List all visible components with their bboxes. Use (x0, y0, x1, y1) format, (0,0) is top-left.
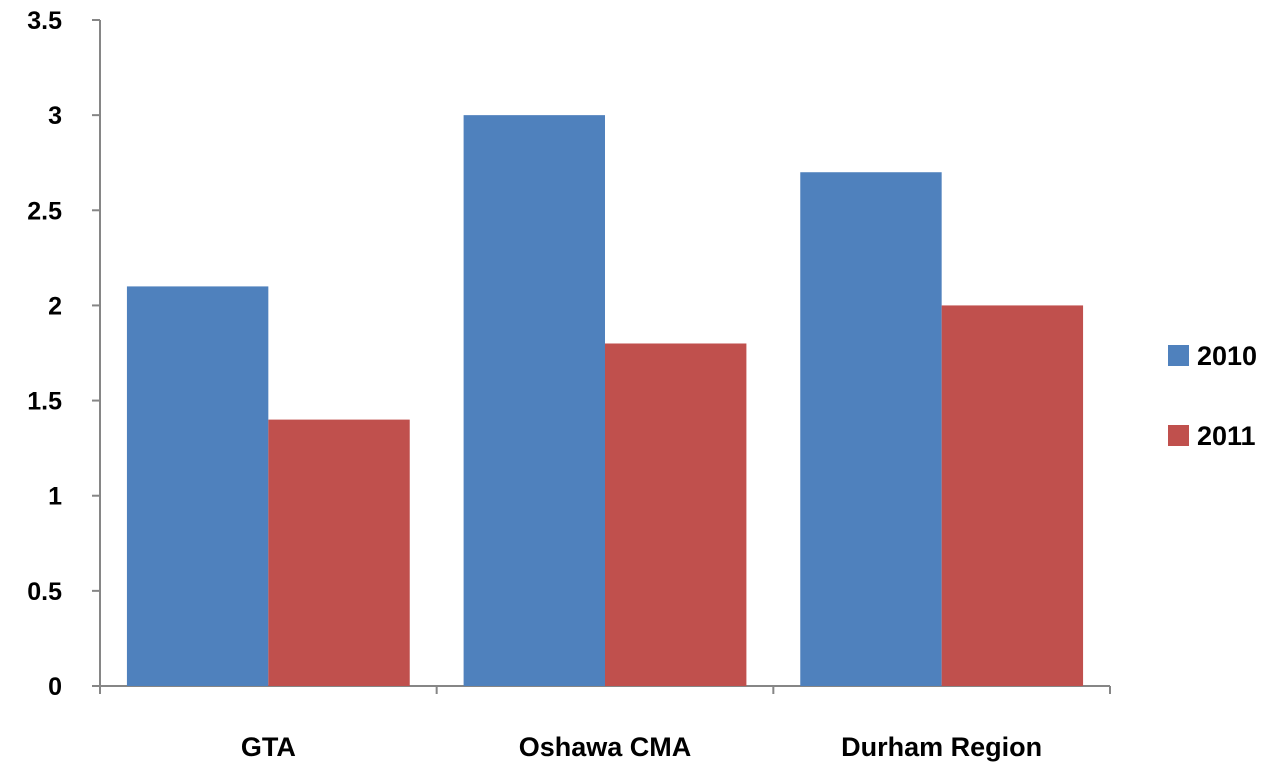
bar-2010-0 (126, 286, 269, 686)
x-category-label: GTA (241, 732, 296, 762)
x-axis (99, 685, 1111, 694)
legend-label: 2011 (1197, 421, 1256, 451)
y-tick-label: 3.5 (27, 7, 62, 35)
y-tick-label: 0.5 (27, 578, 62, 606)
y-tick-label: 2 (48, 292, 62, 320)
bar-2011-0 (268, 419, 410, 686)
x-category-label: Oshawa CMA (519, 732, 692, 762)
bar-2010-2 (800, 172, 942, 686)
legend-label: 2010 (1197, 341, 1257, 371)
y-tick-label: 2.5 (27, 197, 62, 225)
y-tick-label: 1 (48, 483, 62, 511)
y-tick-label: 3 (48, 102, 62, 130)
bar-2011-2 (941, 305, 1084, 686)
bar-2010-1 (463, 115, 605, 686)
bars (126, 115, 1084, 686)
category-labels: GTA Oshawa CMA Durham Region (241, 732, 1042, 762)
y-tick-label: 0 (48, 673, 62, 701)
y-axis: 0 0.5 1 1.5 2 2.5 3 3.5 (27, 7, 101, 701)
bar-2011-1 (605, 343, 747, 686)
x-category-label: Durham Region (841, 732, 1042, 762)
y-tick-label: 1.5 (27, 388, 62, 416)
legend: 2010 2011 (1168, 341, 1257, 451)
legend-swatch-2010 (1168, 345, 1189, 366)
legend-swatch-2011 (1168, 425, 1189, 446)
